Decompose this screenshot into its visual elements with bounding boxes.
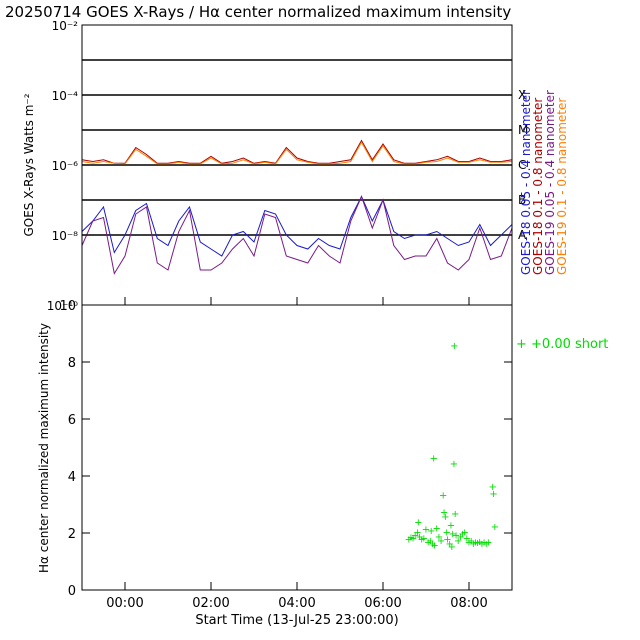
flare-class-label-B: B bbox=[518, 193, 526, 207]
time-x-ticks: 00:00 02:00 04:00 06:00 08:00 bbox=[106, 297, 488, 611]
flare-class-label-X: X bbox=[518, 88, 526, 102]
halpha-y-tick-label-0: 0 bbox=[68, 584, 76, 599]
halpha-point: + bbox=[441, 512, 449, 523]
halpha-panel: ++++++++++++++++++++++++++++++++++++++++… bbox=[37, 297, 608, 628]
halpha-point: + bbox=[414, 518, 422, 529]
halpha-point: + bbox=[437, 536, 445, 547]
chart-title: 20250714 GOES X-Rays / Hα center normali… bbox=[5, 3, 511, 21]
xray-y-tick-label-0: 10⁻² bbox=[52, 19, 79, 33]
x-tick-label-2: 04:00 bbox=[278, 596, 315, 611]
halpha-y-tick-label-4: 8 bbox=[68, 356, 76, 371]
legend-entry-0: GOES-18 0.05 - 0.4 nanometer bbox=[519, 90, 533, 275]
halpha-y-tick-label-2: 4 bbox=[68, 470, 76, 485]
halpha-point: + bbox=[456, 532, 464, 543]
halpha-point: + bbox=[473, 538, 481, 549]
xray-series-line-1 bbox=[81, 139, 513, 164]
halpha-point: + bbox=[415, 532, 423, 543]
halpha-point: + bbox=[424, 538, 432, 549]
xray-y-axis-label: GOES X-Rays Watts m⁻² bbox=[22, 93, 36, 236]
halpha-point: + bbox=[407, 532, 415, 543]
xray-y-tick-label-2: 10⁻⁶ bbox=[52, 159, 79, 173]
halpha-point: + bbox=[442, 528, 450, 539]
halpha-point: + bbox=[422, 525, 430, 536]
halpha-point: + bbox=[491, 522, 499, 533]
xray-series-line-2 bbox=[81, 195, 513, 275]
halpha-point: + bbox=[478, 539, 486, 550]
flare-threshold-lines bbox=[82, 59, 512, 236]
xray-y-tick-label-3: 10⁻⁸ bbox=[52, 229, 79, 243]
halpha-point: + bbox=[450, 341, 458, 352]
halpha-y-axis-label: Hα center normalized maximum intensity bbox=[37, 323, 51, 573]
halpha-point: + bbox=[465, 538, 473, 549]
halpha-y-tick-label-3: 6 bbox=[68, 413, 76, 428]
halpha-y-ticks: 0 2 4 6 8 10 bbox=[59, 299, 512, 599]
halpha-point: + bbox=[443, 535, 451, 546]
halpha-point: + bbox=[482, 539, 490, 550]
xray-series-group bbox=[81, 139, 513, 275]
flare-class-labels: X M C B A bbox=[518, 88, 528, 242]
halpha-point: + bbox=[448, 542, 456, 553]
halpha-point: + bbox=[433, 523, 441, 534]
xray-series-line-0 bbox=[81, 195, 513, 257]
halpha-points: ++++++++++++++++++++++++++++++++++++++++… bbox=[405, 341, 499, 553]
halpha-point: + bbox=[435, 532, 443, 543]
xray-y-ticks: 10⁻² 10⁻⁴ 10⁻⁶ 10⁻⁸ 10⁻¹⁰ bbox=[47, 19, 512, 313]
x-tick-label-4: 08:00 bbox=[450, 596, 487, 611]
halpha-point: + bbox=[471, 538, 479, 549]
x-tick-label-0: 00:00 bbox=[106, 596, 143, 611]
halpha-point: + bbox=[454, 536, 462, 547]
legend-entry-3: GOES-19 0.1 - 0.8 nanometer bbox=[555, 98, 569, 275]
xray-series-line-3 bbox=[81, 141, 513, 165]
xray-y-tick-label-4: 10⁻¹⁰ bbox=[47, 299, 78, 313]
x-tick-label-1: 02:00 bbox=[192, 596, 229, 611]
halpha-point: + bbox=[409, 533, 417, 544]
halpha-point: + bbox=[439, 491, 447, 502]
xray-y-tick-label-1: 10⁻⁴ bbox=[52, 89, 79, 103]
flare-class-label-M: M bbox=[518, 123, 528, 137]
halpha-point: + bbox=[467, 536, 475, 547]
halpha-point: + bbox=[428, 539, 436, 550]
x-axis-label: Start Time (13-Jul-25 23:00:00) bbox=[195, 613, 398, 628]
halpha-point: + bbox=[430, 540, 438, 551]
halpha-legend: + +0.00 short bbox=[516, 337, 608, 352]
halpha-point: + bbox=[426, 536, 434, 547]
halpha-point: + bbox=[405, 535, 413, 546]
halpha-point: + bbox=[445, 539, 453, 550]
halpha-point: + bbox=[452, 530, 460, 541]
halpha-y-tick-label-1: 2 bbox=[68, 527, 76, 542]
halpha-point: + bbox=[411, 530, 419, 541]
halpha-point: + bbox=[458, 529, 466, 540]
halpha-point: + bbox=[476, 537, 484, 548]
halpha-point: + bbox=[469, 539, 477, 550]
halpha-y-tick-label-5: 10 bbox=[59, 299, 76, 314]
halpha-point: + bbox=[450, 459, 458, 470]
xray-panel: 10⁻² 10⁻⁴ 10⁻⁶ 10⁻⁸ 10⁻¹⁰ X M C B A GOES X-Rays … bbox=[22, 19, 569, 313]
halpha-point: + bbox=[451, 509, 459, 520]
halpha-point: + bbox=[447, 520, 455, 531]
halpha-point: + bbox=[488, 482, 496, 493]
legend-entry-1: GOES-18 0.1 - 0.8 nanometer bbox=[531, 98, 545, 275]
halpha-point: + bbox=[480, 538, 488, 549]
flare-class-label-C: C bbox=[518, 158, 526, 172]
legend-entry-2: GOES-19 0.05 - 0.4 nanometer bbox=[543, 90, 557, 275]
x-tick-label-3: 06:00 bbox=[364, 596, 401, 611]
halpha-point: + bbox=[430, 453, 438, 464]
halpha-point: + bbox=[489, 489, 497, 500]
halpha-point: + bbox=[448, 529, 456, 540]
halpha-point: + bbox=[440, 508, 448, 519]
halpha-point: + bbox=[463, 533, 471, 544]
halpha-point: + bbox=[420, 533, 428, 544]
flare-class-label-A: A bbox=[518, 228, 527, 242]
halpha-point: + bbox=[418, 535, 426, 546]
halpha-point: + bbox=[427, 526, 435, 537]
halpha-point: + bbox=[461, 528, 469, 539]
halpha-point: + bbox=[413, 528, 421, 539]
halpha-point: + bbox=[484, 538, 492, 549]
